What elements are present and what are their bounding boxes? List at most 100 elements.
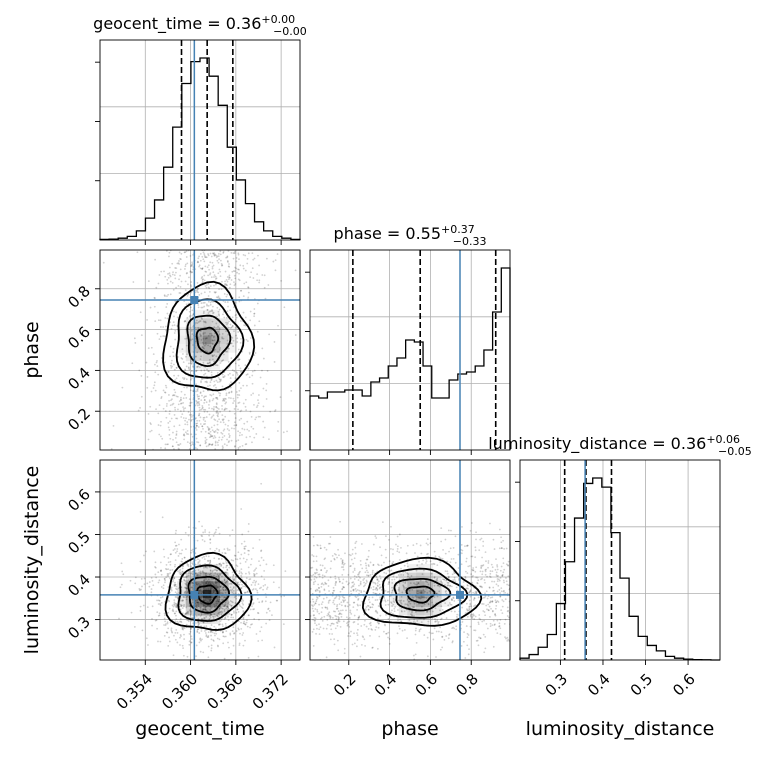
- scatter-point: [181, 567, 184, 570]
- scatter-point: [198, 560, 201, 563]
- scatter-point: [232, 579, 235, 582]
- scatter-point: [280, 595, 283, 598]
- scatter-point: [189, 613, 192, 616]
- scatter-point: [378, 635, 381, 638]
- scatter-point: [494, 623, 496, 626]
- scatter-point: [191, 309, 194, 312]
- scatter-point: [486, 627, 489, 630]
- scatter-point: [226, 323, 228, 326]
- scatter-point: [406, 544, 409, 547]
- scatter-point: [176, 606, 179, 609]
- scatter-point: [221, 280, 223, 283]
- title-main: geocent_time = 0.36: [93, 14, 261, 34]
- scatter-point: [348, 617, 351, 619]
- scatter-point: [255, 572, 258, 575]
- scatter-point: [198, 419, 201, 422]
- scatter-point: [367, 598, 370, 601]
- scatter-point: [242, 616, 245, 619]
- scatter-point: [230, 279, 233, 281]
- scatter-point: [134, 576, 137, 579]
- scatter-point: [243, 591, 246, 594]
- scatter-point: [189, 442, 191, 445]
- scatter-point: [192, 563, 194, 566]
- scatter-point: [254, 418, 257, 421]
- scatter-point: [211, 606, 214, 609]
- scatter-point: [338, 580, 341, 583]
- contour-level: [187, 576, 231, 614]
- scatter-point: [186, 441, 189, 444]
- scatter-point: [242, 644, 245, 647]
- scatter-point: [405, 587, 408, 589]
- scatter-point: [246, 591, 249, 594]
- scatter-point: [176, 316, 179, 319]
- scatter-point: [257, 402, 260, 404]
- scatter-point: [466, 587, 468, 590]
- scatter-point: [426, 636, 429, 639]
- scatter-point: [171, 609, 174, 612]
- scatter-point: [131, 362, 134, 365]
- scatter-point: [209, 616, 212, 619]
- scatter-point: [421, 562, 423, 565]
- scatter-point: [240, 508, 243, 510]
- scatter-point: [158, 338, 161, 341]
- scatter-point: [260, 626, 263, 629]
- scatter-point: [430, 632, 433, 635]
- scatter-point: [504, 591, 507, 594]
- scatter-point: [198, 395, 201, 398]
- scatter-point: [146, 582, 149, 585]
- scatter-point: [233, 596, 236, 598]
- scatter-point: [204, 562, 206, 565]
- scatter-point: [485, 604, 488, 607]
- scatter-point: [203, 279, 206, 282]
- scatter-point: [171, 381, 174, 384]
- scatter-point: [446, 572, 449, 575]
- scatter-point: [375, 587, 378, 590]
- scatter-point: [416, 564, 419, 567]
- scatter-point: [190, 418, 193, 421]
- scatter-point: [201, 306, 204, 309]
- scatter-point: [352, 606, 355, 609]
- scatter-point: [147, 347, 150, 350]
- scatter-point: [248, 572, 251, 575]
- scatter-point: [195, 390, 197, 393]
- scatter-point: [173, 583, 176, 586]
- scatter-point: [217, 411, 219, 414]
- scatter-point: [319, 564, 322, 567]
- scatter-point: [246, 625, 249, 628]
- scatter-point: [387, 636, 389, 639]
- scatter-point: [224, 571, 227, 574]
- density-cell: [202, 326, 212, 336]
- scatter-point: [201, 525, 203, 528]
- scatter-point: [391, 612, 394, 615]
- scatter-point: [185, 612, 188, 615]
- scatter-point: [423, 618, 425, 621]
- scatter-point: [376, 578, 378, 581]
- scatter-point: [333, 603, 336, 606]
- scatter-point: [213, 339, 216, 342]
- scatter-point: [225, 625, 227, 628]
- scatter-point: [357, 617, 360, 619]
- scatter-point: [185, 587, 188, 590]
- scatter-point: [203, 395, 206, 398]
- scatter-point: [256, 273, 259, 276]
- scatter-point: [312, 555, 315, 558]
- scatter-point: [255, 580, 258, 583]
- scatter-point: [496, 580, 499, 583]
- scatter-point: [362, 636, 365, 639]
- scatter-point: [423, 603, 426, 606]
- scatter-point: [354, 546, 357, 549]
- scatter-point: [233, 284, 236, 287]
- scatter-point: [187, 565, 190, 568]
- scatter-point: [371, 606, 374, 609]
- scatter-point: [203, 571, 206, 574]
- scatter-point: [191, 443, 194, 445]
- scatter-point: [215, 406, 218, 409]
- scatter-point: [453, 578, 456, 581]
- scatter-point: [375, 586, 378, 589]
- scatter-point: [503, 547, 506, 550]
- scatter-point: [251, 374, 254, 377]
- scatter-point: [188, 404, 191, 407]
- scatter-point: [313, 614, 316, 617]
- scatter-point: [506, 639, 509, 642]
